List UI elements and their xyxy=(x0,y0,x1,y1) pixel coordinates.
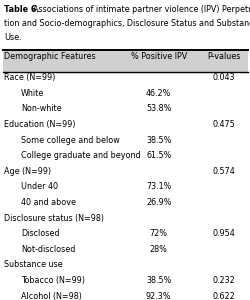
Text: Education (N=99): Education (N=99) xyxy=(4,120,76,129)
Text: 0.232: 0.232 xyxy=(212,276,235,285)
Text: Alcohol (N=98): Alcohol (N=98) xyxy=(21,292,82,300)
Text: 92.3%: 92.3% xyxy=(146,292,172,300)
Text: Race (N=99): Race (N=99) xyxy=(4,73,56,82)
Text: 28%: 28% xyxy=(150,245,168,254)
Text: 73.1%: 73.1% xyxy=(146,182,172,191)
Text: Non-white: Non-white xyxy=(21,104,61,113)
Text: Disclosed: Disclosed xyxy=(21,229,59,238)
Text: Use.: Use. xyxy=(4,33,22,42)
Text: tion and Socio-demographics, Disclosure Status and Substance: tion and Socio-demographics, Disclosure … xyxy=(4,19,250,28)
Text: 72%: 72% xyxy=(150,229,168,238)
Text: 38.5%: 38.5% xyxy=(146,276,172,285)
Text: Not-disclosed: Not-disclosed xyxy=(21,245,75,254)
Text: Demographic Features: Demographic Features xyxy=(4,52,96,61)
Text: 0.043: 0.043 xyxy=(212,73,235,82)
Text: Age (N=99): Age (N=99) xyxy=(4,167,52,176)
Text: Table 6.: Table 6. xyxy=(4,4,40,14)
Text: Under 40: Under 40 xyxy=(21,182,58,191)
Text: Substance use: Substance use xyxy=(4,260,63,269)
Text: White: White xyxy=(21,89,44,98)
Text: 0.475: 0.475 xyxy=(212,120,235,129)
Text: 53.8%: 53.8% xyxy=(146,104,172,113)
Bar xyxy=(2,50,248,72)
Text: 38.5%: 38.5% xyxy=(146,136,172,145)
Text: Associations of intimate partner violence (IPV) Perpetra-: Associations of intimate partner violenc… xyxy=(33,4,250,14)
Text: 61.5%: 61.5% xyxy=(146,151,172,160)
Text: Some college and below: Some college and below xyxy=(21,136,119,145)
Text: 46.2%: 46.2% xyxy=(146,89,172,98)
Text: Tobacco (N=99): Tobacco (N=99) xyxy=(21,276,85,285)
Text: College graduate and beyond: College graduate and beyond xyxy=(21,151,140,160)
Text: Disclosure status (N=98): Disclosure status (N=98) xyxy=(4,214,104,223)
Text: % Positive IPV: % Positive IPV xyxy=(130,52,187,61)
Text: 40 and above: 40 and above xyxy=(21,198,76,207)
Text: 0.622: 0.622 xyxy=(212,292,235,300)
Text: 26.9%: 26.9% xyxy=(146,198,172,207)
Text: 0.954: 0.954 xyxy=(212,229,235,238)
Text: P-values: P-values xyxy=(207,52,240,61)
Text: 0.574: 0.574 xyxy=(212,167,235,176)
